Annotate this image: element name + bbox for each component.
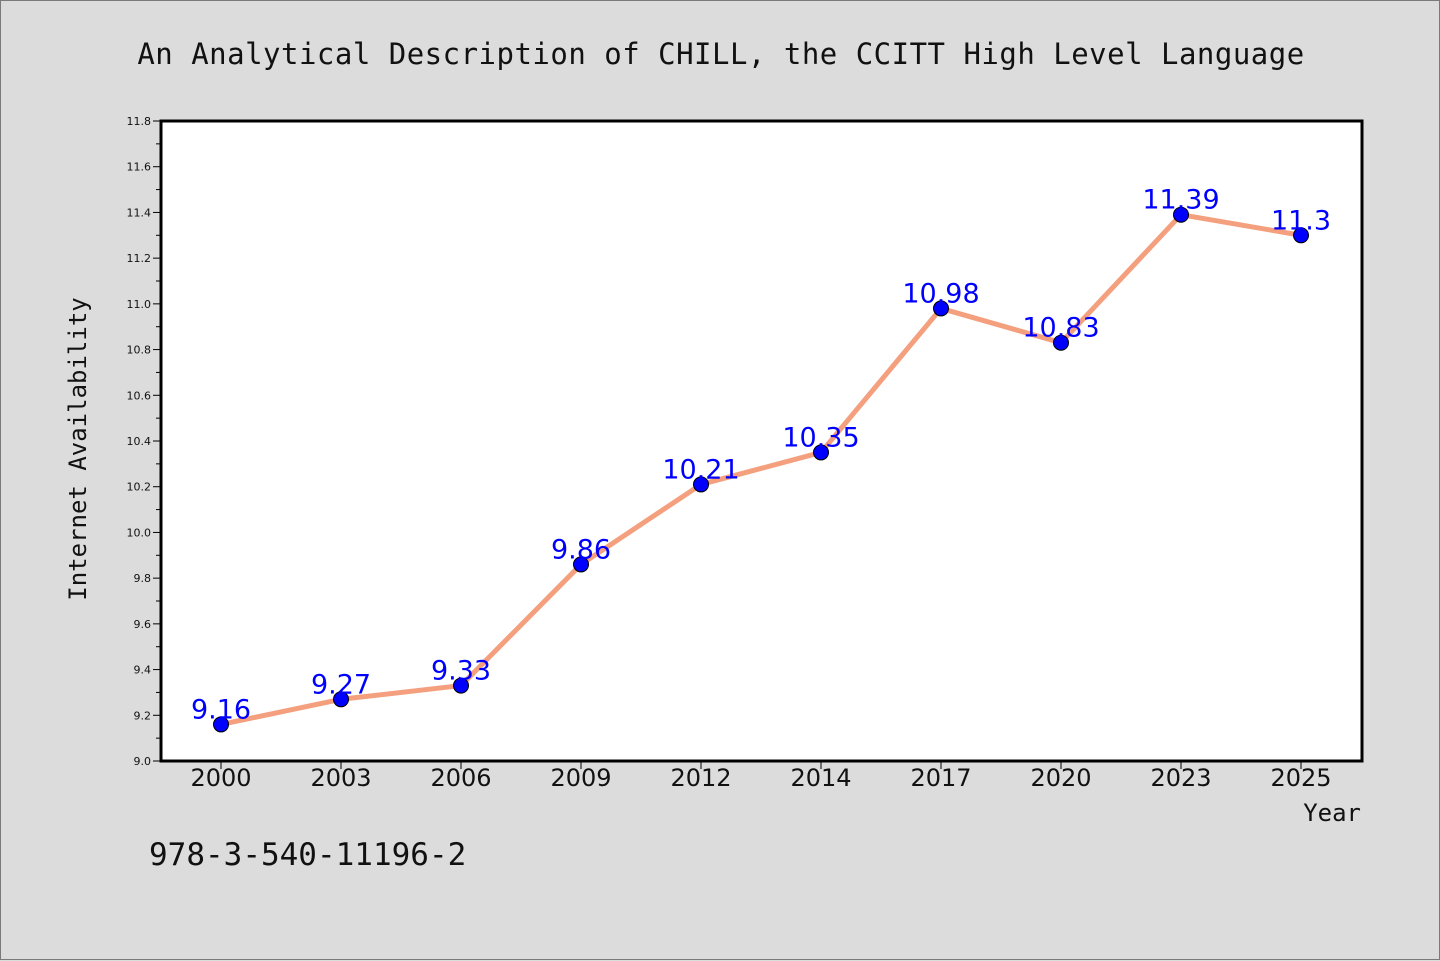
y-tick-label: 9.8	[134, 572, 152, 585]
data-label: 10.21	[662, 454, 739, 485]
y-tick-label: 10.4	[127, 435, 152, 448]
chart-title: An Analytical Description of CHILL, the …	[137, 37, 1304, 71]
plot-area	[161, 121, 1362, 761]
data-labels: 9.16 9.27 9.33 9.86 10.21 10.35 10.98 10.83 11.3…	[191, 185, 1331, 726]
y-tick-label: 11.8	[127, 115, 152, 128]
y-tick-label: 9.4	[134, 664, 152, 677]
data-label: 9.33	[431, 656, 491, 687]
x-axis-ticks: 2000 2003 2006 2009 2012 2014 2017 2020 2023 2025	[190, 761, 1332, 792]
plot-frame	[159, 119, 1364, 763]
x-tick-label: 2020	[1030, 764, 1091, 792]
x-tick-label: 2003	[310, 764, 371, 792]
x-axis-label: Year	[1303, 799, 1361, 827]
data-point	[453, 677, 469, 694]
y-tick-label: 9.0	[134, 755, 152, 768]
x-tick-label: 2017	[910, 764, 971, 792]
data-label: 11.39	[1142, 185, 1219, 216]
x-tick-label: 2009	[550, 764, 611, 792]
x-tick-label: 2014	[790, 764, 851, 792]
data-point	[1173, 206, 1189, 223]
series-line	[218, 212, 1304, 727]
x-tick-label: 2006	[430, 764, 491, 792]
data-point	[813, 444, 829, 461]
x-tick-label: 2025	[1270, 764, 1331, 792]
y-tick-label: 10.0	[127, 526, 152, 539]
y-axis-label: Internet Availability	[64, 297, 92, 600]
y-tick-label: 11.0	[127, 298, 152, 311]
isbn-text: 978-3-540-11196-2	[149, 837, 466, 873]
data-point	[693, 476, 709, 493]
x-tick-label: 2023	[1150, 764, 1211, 792]
y-tick-label: 10.2	[127, 481, 152, 494]
y-tick-label: 9.6	[134, 618, 152, 631]
data-label: 10.35	[782, 422, 859, 453]
y-axis-ticks: 9.0 9.2 9.4 9.6 9.8 10.0 10.2 10.4 10.6 10.8 11.0 1…	[127, 115, 161, 768]
data-point	[1293, 227, 1309, 244]
y-tick-label: 11.4	[127, 206, 152, 219]
data-label: 10.83	[1022, 313, 1099, 344]
data-label: 10.98	[902, 278, 979, 309]
data-label: 11.3	[1271, 205, 1331, 236]
data-point	[573, 556, 589, 573]
data-label: 9.16	[191, 694, 251, 725]
data-point	[333, 691, 349, 708]
data-label: 9.86	[551, 534, 611, 565]
y-tick-label: 11.6	[127, 161, 152, 174]
x-tick-label: 2012	[670, 764, 731, 792]
y-tick-label: 10.8	[127, 344, 152, 357]
data-point	[213, 716, 229, 733]
data-series	[213, 206, 1309, 733]
y-tick-label: 11.2	[127, 252, 152, 265]
data-label: 9.27	[311, 669, 371, 700]
x-tick-label: 2000	[190, 764, 251, 792]
data-point	[1053, 334, 1069, 351]
y-tick-label: 9.2	[134, 709, 152, 722]
y-tick-label: 10.6	[127, 389, 152, 402]
data-point	[933, 300, 949, 317]
